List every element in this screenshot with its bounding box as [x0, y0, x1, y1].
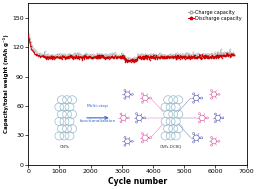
Legend: Charge capacity, Discharge capacity: Charge capacity, Discharge capacity [187, 9, 242, 21]
X-axis label: Cycle number: Cycle number [108, 177, 167, 186]
Y-axis label: Capacity/total weight (mAh g⁻¹): Capacity/total weight (mAh g⁻¹) [3, 35, 10, 133]
